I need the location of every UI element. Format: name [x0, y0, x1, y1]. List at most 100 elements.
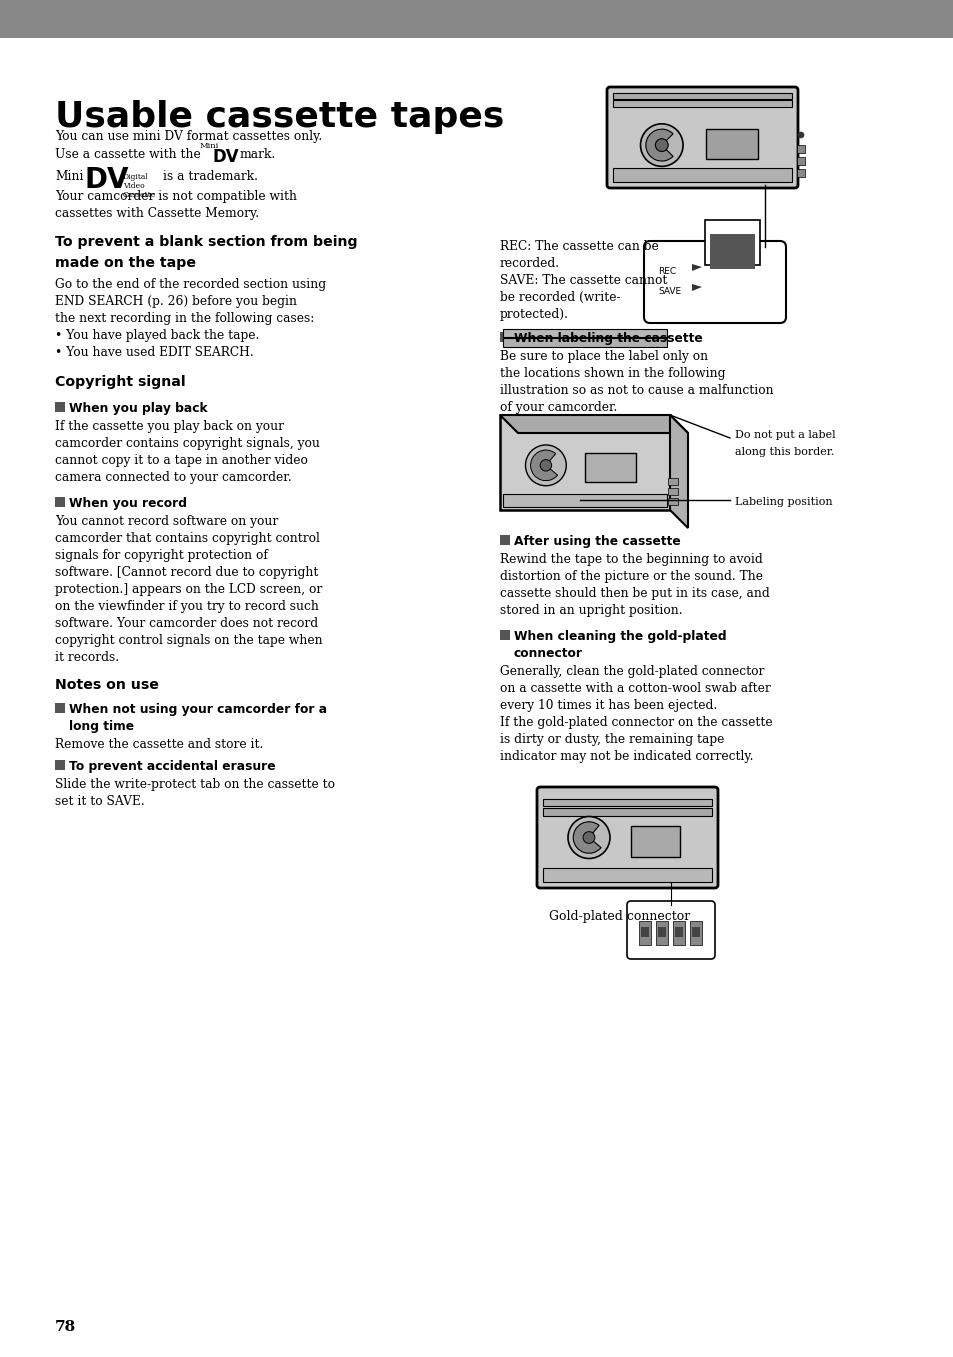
Text: on the viewfinder if you try to record such: on the viewfinder if you try to record s…	[55, 600, 318, 613]
Bar	[656, 921, 667, 944]
Text: SAVE: SAVE	[658, 286, 680, 296]
Bar	[689, 921, 701, 944]
FancyBboxPatch shape	[626, 901, 714, 959]
FancyBboxPatch shape	[606, 87, 797, 189]
Bar	[55, 760, 65, 769]
Text: 78: 78	[55, 1320, 76, 1334]
Text: along this border.: along this border.	[734, 446, 834, 457]
Text: mark.: mark.	[240, 148, 276, 161]
Bar	[796, 145, 804, 153]
Circle shape	[525, 445, 566, 486]
Text: protection.] appears on the LCD screen, or: protection.] appears on the LCD screen, …	[55, 584, 322, 596]
Text: When you record: When you record	[69, 497, 187, 510]
Bar	[584, 453, 636, 482]
Bar	[691, 927, 700, 936]
Text: stored in an upright position.: stored in an upright position.	[499, 604, 682, 617]
Text: Mini: Mini	[55, 170, 84, 183]
Text: REC: The cassette can be: REC: The cassette can be	[499, 240, 659, 252]
Text: SAVE: The cassette cannot: SAVE: The cassette cannot	[499, 274, 667, 286]
Bar	[502, 494, 666, 508]
Bar	[640, 927, 648, 936]
Text: camcorder contains copyright signals, you: camcorder contains copyright signals, yo…	[55, 437, 319, 451]
Text: If the cassette you play back on your: If the cassette you play back on your	[55, 421, 284, 433]
Bar	[0, 0, 953, 38]
Bar	[55, 402, 65, 413]
Text: long time: long time	[69, 721, 134, 733]
Bar	[667, 489, 678, 495]
Text: copyright control signals on the tape when: copyright control signals on the tape wh…	[55, 634, 322, 647]
Bar	[499, 630, 510, 641]
Text: signals for copyright protection of: signals for copyright protection of	[55, 550, 268, 562]
Bar	[613, 92, 791, 99]
Text: • You have used EDIT SEARCH.: • You have used EDIT SEARCH.	[55, 346, 253, 360]
Bar	[705, 129, 758, 159]
Text: Generally, clean the gold-plated connector: Generally, clean the gold-plated connect…	[499, 665, 763, 678]
Text: When labeling the cassette: When labeling the cassette	[514, 332, 702, 345]
Text: cannot copy it to a tape in another video: cannot copy it to a tape in another vide…	[55, 455, 308, 467]
Circle shape	[797, 132, 803, 138]
Circle shape	[582, 832, 595, 844]
Bar	[499, 535, 510, 546]
Circle shape	[639, 123, 682, 167]
Text: Copyright signal: Copyright signal	[55, 375, 186, 389]
Text: camera connected to your camcorder.: camera connected to your camcorder.	[55, 471, 292, 484]
Bar	[55, 703, 65, 712]
Text: indicator may not be indicated correctly.: indicator may not be indicated correctly…	[499, 750, 753, 763]
Text: • You have played back the tape.: • You have played back the tape.	[55, 328, 259, 342]
Bar	[796, 170, 804, 176]
Text: When not using your camcorder for a: When not using your camcorder for a	[69, 703, 327, 716]
Bar	[675, 927, 682, 936]
Text: set it to SAVE.: set it to SAVE.	[55, 795, 145, 807]
Text: Slide the write-protect tab on the cassette to: Slide the write-protect tab on the casse…	[55, 778, 335, 791]
Polygon shape	[691, 265, 701, 271]
Text: Do not put a label: Do not put a label	[734, 430, 835, 440]
Text: of your camcorder.: of your camcorder.	[499, 402, 617, 414]
Text: distortion of the picture or the sound. The: distortion of the picture or the sound. …	[499, 570, 762, 584]
Text: software. Your camcorder does not record: software. Your camcorder does not record	[55, 617, 317, 630]
Bar	[796, 157, 804, 166]
Text: it records.: it records.	[55, 651, 119, 664]
Bar	[672, 921, 684, 944]
Text: made on the tape: made on the tape	[55, 256, 195, 270]
Circle shape	[567, 817, 609, 859]
Polygon shape	[691, 284, 701, 290]
Text: Gold-plated connector: Gold-plated connector	[549, 911, 690, 923]
Text: REC: REC	[658, 267, 676, 275]
Text: is a trademark.: is a trademark.	[163, 170, 257, 183]
Circle shape	[539, 460, 551, 471]
Text: DV: DV	[213, 148, 239, 166]
Text: recorded.: recorded.	[499, 256, 559, 270]
Text: To prevent accidental erasure: To prevent accidental erasure	[69, 760, 275, 773]
Polygon shape	[669, 415, 687, 528]
Text: To prevent a blank section from being: To prevent a blank section from being	[55, 235, 357, 248]
Circle shape	[655, 138, 667, 152]
Bar	[55, 497, 65, 508]
Bar	[704, 220, 760, 265]
Bar	[542, 798, 711, 806]
FancyBboxPatch shape	[643, 242, 785, 323]
Text: cassette should then be put in its case, and: cassette should then be put in its case,…	[499, 588, 769, 600]
Bar	[499, 332, 510, 342]
Bar	[667, 478, 678, 484]
Text: Notes on use: Notes on use	[55, 678, 159, 692]
Bar	[542, 807, 711, 816]
Text: Mini: Mini	[200, 142, 219, 151]
Text: is dirty or dusty, the remaining tape: is dirty or dusty, the remaining tape	[499, 733, 723, 746]
Text: illustration so as not to cause a malfunction: illustration so as not to cause a malfun…	[499, 384, 773, 398]
Text: When you play back: When you play back	[69, 402, 208, 415]
Text: If the gold-plated connector on the cassette: If the gold-plated connector on the cass…	[499, 716, 772, 729]
Text: be recorded (write-: be recorded (write-	[499, 290, 620, 304]
Polygon shape	[499, 415, 687, 433]
Bar	[502, 338, 666, 346]
Text: Remove the cassette and store it.: Remove the cassette and store it.	[55, 738, 263, 750]
Bar	[630, 826, 679, 856]
Text: Digital
Video
Cassette: Digital Video Cassette	[123, 172, 156, 199]
Text: Your camcorder is not compatible with: Your camcorder is not compatible with	[55, 190, 296, 204]
Text: Use a cassette with the: Use a cassette with the	[55, 148, 200, 161]
Text: software. [Cannot record due to copyright: software. [Cannot record due to copyrigh…	[55, 566, 318, 579]
Text: the next recording in the following cases:: the next recording in the following case…	[55, 312, 314, 324]
Bar	[613, 100, 791, 107]
Wedge shape	[645, 129, 673, 161]
Text: Be sure to place the label only on: Be sure to place the label only on	[499, 350, 707, 364]
Text: Rewind the tape to the beginning to avoid: Rewind the tape to the beginning to avoi…	[499, 554, 762, 566]
